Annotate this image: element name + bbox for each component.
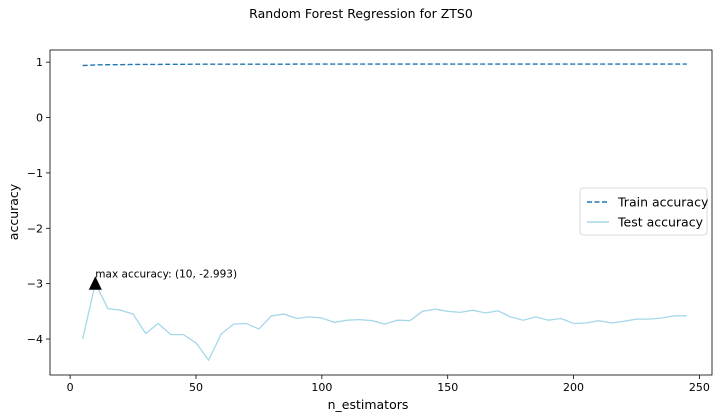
- chart-title: Random Forest Regression for ZTS0: [249, 6, 473, 21]
- x-tick-label: 200: [563, 381, 584, 394]
- x-tick-label: 50: [189, 381, 203, 394]
- x-axis-ticks: 0 50 100 150 200 250: [67, 375, 710, 394]
- x-axis-label: n_estimators: [328, 397, 409, 412]
- y-axis-ticks: 1 0 −1 −2 −3 −4: [27, 56, 50, 346]
- legend-box: [579, 187, 708, 236]
- test-accuracy-line: [82, 281, 687, 362]
- plot-frame: [49, 49, 713, 376]
- train-accuracy-line: [82, 63, 687, 67]
- legend-label-train: Train accuracy: [617, 195, 709, 210]
- y-tick-label: −3: [27, 278, 43, 291]
- x-tick-label: 250: [689, 381, 710, 394]
- y-tick-label: −2: [27, 222, 43, 235]
- y-tick-label: −1: [27, 167, 43, 180]
- max-accuracy-annotation: max accuracy: (10, -2.993): [95, 268, 237, 280]
- x-tick-label: 100: [311, 381, 332, 394]
- y-tick-label: 0: [36, 112, 43, 125]
- y-tick-label: 1: [36, 56, 43, 69]
- x-tick-label: 0: [67, 381, 74, 394]
- y-tick-label: −4: [27, 333, 43, 346]
- annotation-layer: max accuracy: (10, -2.993): [88, 268, 237, 290]
- series-layer: [82, 63, 687, 362]
- legend: Train accuracy Test accuracy: [579, 187, 709, 236]
- x-tick-label: 150: [437, 381, 458, 394]
- max-accuracy-marker: [88, 276, 102, 290]
- legend-label-test: Test accuracy: [617, 215, 704, 230]
- y-axis-label: accuracy: [6, 183, 21, 240]
